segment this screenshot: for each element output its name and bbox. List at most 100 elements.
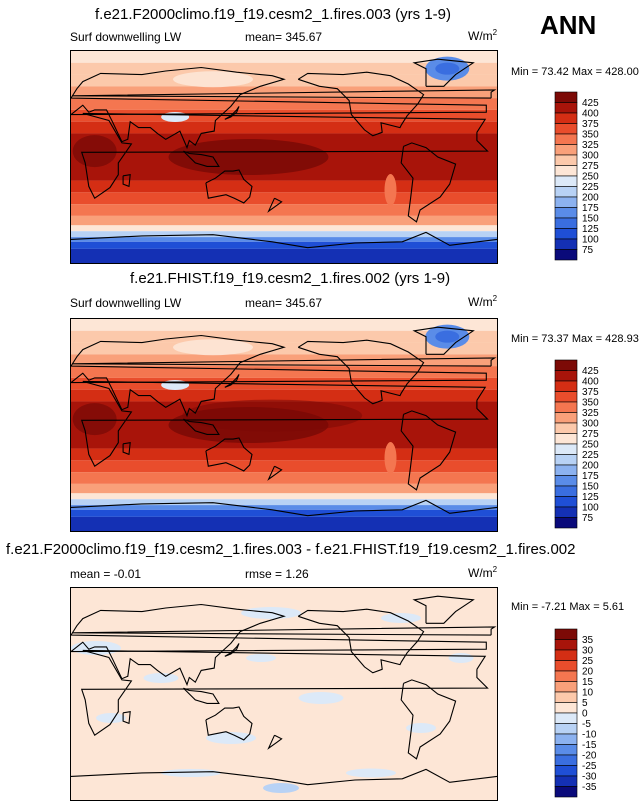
field-band — [71, 180, 497, 193]
field-band — [71, 98, 497, 110]
field-band — [71, 237, 497, 242]
field-band — [71, 505, 497, 510]
coastline — [80, 380, 489, 468]
colorbar-box — [554, 154, 578, 166]
colorbar-label: 15 — [582, 677, 594, 688]
diff-patch — [346, 768, 396, 778]
colorbar-label: 225 — [582, 450, 599, 461]
colorbar-box — [554, 454, 578, 466]
colorbar-box — [554, 207, 578, 219]
colorbar-label: 100 — [582, 235, 599, 246]
diff-patch — [161, 769, 221, 777]
colorbar-label: -5 — [582, 719, 591, 730]
panel-2-map-svg — [71, 319, 497, 531]
colorbar-box — [554, 517, 578, 529]
panel-1-mean: mean= 345.67 — [245, 30, 323, 44]
colorbar-box — [554, 165, 578, 177]
coastline — [122, 711, 131, 725]
coastline — [400, 410, 457, 491]
coastline — [267, 734, 283, 750]
colorbar-label: 75 — [582, 245, 594, 256]
siberia-cool — [173, 339, 253, 356]
colorbar-label: 225 — [582, 182, 599, 193]
colorbar-label: 100 — [582, 503, 599, 514]
diff-patch — [246, 654, 276, 662]
colorbar-box — [554, 712, 578, 724]
panel-1-variable: Surf downwelling LW — [70, 30, 182, 44]
field-band — [71, 192, 497, 205]
coastline — [72, 89, 497, 99]
diff-patch — [298, 692, 344, 704]
diff-patch-strong — [263, 783, 299, 793]
colorbar-label: 350 — [582, 130, 599, 141]
coastline — [183, 687, 220, 704]
colorbar-box — [554, 370, 578, 382]
colorbar-box — [554, 639, 578, 651]
colorbar-label: 300 — [582, 419, 599, 430]
field-band — [71, 62, 497, 75]
field-band — [71, 389, 497, 402]
field-band — [71, 86, 497, 99]
coastline — [224, 643, 240, 657]
colorbar-box — [554, 496, 578, 508]
panel-1-units: W/m2 — [468, 28, 498, 43]
colorbar-box — [554, 359, 578, 371]
greenland-core — [435, 62, 460, 75]
diff-background — [71, 588, 497, 800]
field-band — [71, 121, 497, 134]
coastline — [224, 374, 240, 388]
warm-pool — [168, 139, 329, 175]
coastline — [297, 71, 425, 137]
field-band — [71, 509, 497, 517]
field-band — [71, 342, 497, 355]
colorbar-box — [554, 775, 578, 787]
coastline — [297, 608, 425, 674]
siberia-cool — [173, 71, 253, 88]
colorbar-box — [554, 238, 578, 250]
colorbar-box — [554, 628, 578, 640]
panel-3-minmax: Min = -7.21 Max = 5.61 — [511, 601, 625, 613]
colorbar-label: 25 — [582, 656, 594, 667]
panel-1-map — [70, 50, 498, 264]
colorbar-box — [554, 649, 578, 661]
coastline — [205, 706, 253, 741]
field-band — [71, 472, 497, 484]
colorbar-box — [554, 786, 578, 798]
colorbar-box — [554, 691, 578, 703]
colorbar-box — [554, 228, 578, 240]
diff-patch — [71, 641, 121, 655]
colorbar-box — [554, 412, 578, 424]
panel-2-colorbar: 425 400 375 350 325 300 275 250 225 200 175 150 125 1… — [553, 358, 613, 530]
warm-region — [72, 135, 117, 168]
colorbar-label: 425 — [582, 98, 599, 109]
colorbar-box — [554, 485, 578, 497]
colorbar-box — [554, 175, 578, 187]
colorbar-label: 200 — [582, 461, 599, 472]
colorbar-label: 400 — [582, 377, 599, 388]
panel-2-mean: mean= 345.67 — [245, 296, 323, 310]
colorbar-label: 200 — [582, 193, 599, 204]
panel-1-title: f.e21.F2000climo.f19_f19.cesm2_1.fires.0… — [95, 6, 452, 23]
colorbar-label: 400 — [582, 109, 599, 120]
colorbar-box — [554, 660, 578, 672]
colorbar-label: -35 — [582, 782, 597, 793]
colorbar-box — [554, 506, 578, 518]
colorbar-box — [554, 102, 578, 114]
panel-2-variable: Surf downwelling LW — [70, 296, 182, 310]
field-band — [71, 215, 497, 226]
colorbar-box — [554, 196, 578, 208]
colorbar-box — [554, 464, 578, 476]
panel-3-rmse: rmse = 1.26 — [245, 567, 309, 581]
colorbar-box — [554, 433, 578, 445]
coastline — [122, 442, 131, 456]
colorbar-label: 30 — [582, 646, 594, 657]
panel-1-map-svg — [71, 51, 497, 263]
coastline — [183, 150, 220, 167]
field-band — [71, 460, 497, 473]
colorbar-label: 150 — [582, 214, 599, 225]
coastline — [80, 649, 489, 737]
colorbar-label: 275 — [582, 161, 599, 172]
panel-3-colorbar: 35 30 25 20 15 10 5 0 -5 -10 -15 -20 -25 -30 -35 — [553, 627, 613, 799]
coastline — [71, 231, 497, 249]
colorbar-label: -15 — [582, 740, 597, 751]
